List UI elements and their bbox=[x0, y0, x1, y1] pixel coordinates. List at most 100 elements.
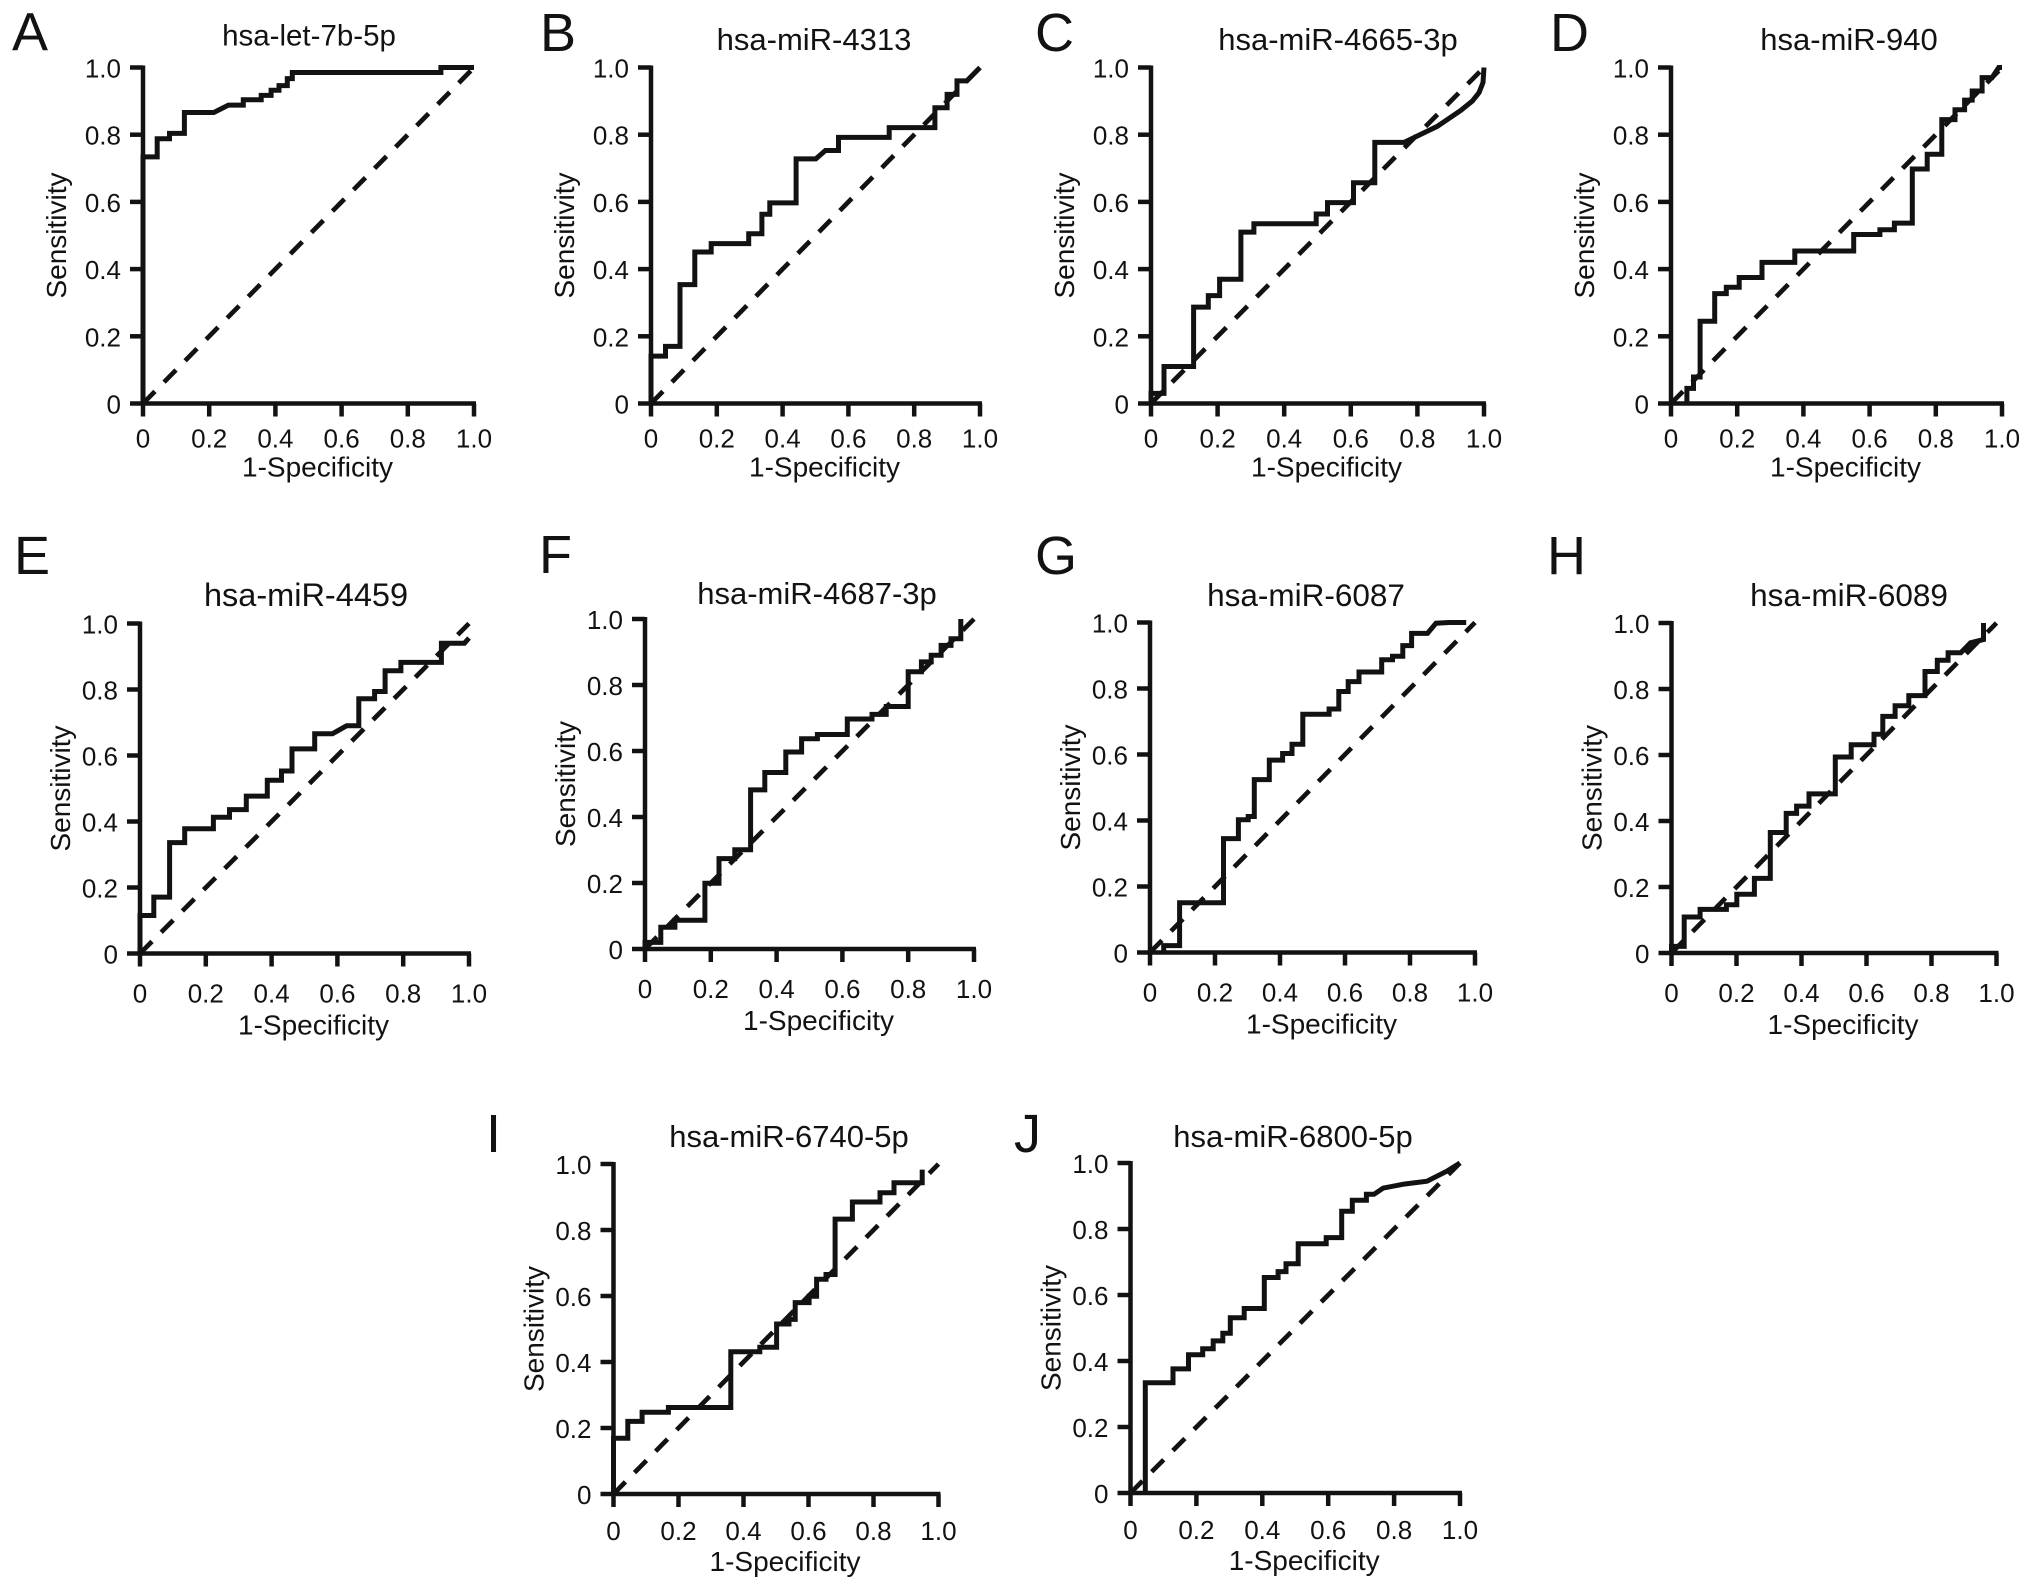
svg-text:0.8: 0.8 bbox=[82, 676, 118, 706]
svg-text:0.6: 0.6 bbox=[1613, 188, 1649, 218]
svg-text:Sensitivity: Sensitivity bbox=[1055, 724, 1086, 850]
svg-text:1.0: 1.0 bbox=[451, 979, 487, 1009]
svg-text:0.4: 0.4 bbox=[1613, 807, 1649, 837]
svg-text:0.6: 0.6 bbox=[1072, 1281, 1108, 1311]
svg-text:0.2: 0.2 bbox=[1178, 1515, 1214, 1545]
svg-text:1.0: 1.0 bbox=[1457, 978, 1493, 1008]
svg-text:0.6: 0.6 bbox=[1310, 1515, 1346, 1545]
svg-text:1.0: 1.0 bbox=[1984, 424, 2020, 454]
svg-text:0.2: 0.2 bbox=[1718, 978, 1754, 1008]
svg-text:Sensitivity: Sensitivity bbox=[1036, 1265, 1067, 1391]
svg-text:0.6: 0.6 bbox=[1613, 741, 1649, 771]
svg-text:Sensitivity: Sensitivity bbox=[519, 1266, 550, 1392]
svg-text:0.4: 0.4 bbox=[1266, 424, 1302, 454]
svg-text:hsa-let-7b-5p: hsa-let-7b-5p bbox=[222, 20, 396, 53]
svg-text:1.0: 1.0 bbox=[956, 974, 992, 1004]
svg-text:0.4: 0.4 bbox=[1093, 255, 1129, 285]
svg-text:1-Specificity: 1-Specificity bbox=[749, 452, 900, 483]
svg-text:0.2: 0.2 bbox=[1072, 1413, 1108, 1443]
svg-text:Sensitivity: Sensitivity bbox=[45, 725, 76, 851]
svg-text:0.8: 0.8 bbox=[1092, 675, 1128, 705]
svg-text:0.8: 0.8 bbox=[587, 671, 623, 701]
svg-text:1-Specificity: 1-Specificity bbox=[1229, 1545, 1380, 1576]
svg-text:0.4: 0.4 bbox=[1783, 978, 1819, 1008]
svg-text:hsa-miR-6087: hsa-miR-6087 bbox=[1207, 577, 1405, 613]
svg-text:1.0: 1.0 bbox=[1466, 424, 1502, 454]
svg-text:1.0: 1.0 bbox=[593, 54, 629, 84]
svg-text:0.4: 0.4 bbox=[1785, 424, 1821, 454]
svg-text:0.4: 0.4 bbox=[587, 803, 623, 833]
svg-text:1-Specificity: 1-Specificity bbox=[743, 1005, 894, 1036]
svg-text:hsa-miR-940: hsa-miR-940 bbox=[1760, 22, 1937, 57]
svg-text:0.4: 0.4 bbox=[1092, 807, 1128, 837]
svg-text:1-Specificity: 1-Specificity bbox=[710, 1546, 861, 1577]
svg-text:0.8: 0.8 bbox=[1913, 978, 1949, 1008]
svg-text:0: 0 bbox=[1123, 1515, 1137, 1545]
svg-text:D: D bbox=[1550, 3, 1589, 63]
svg-text:hsa-miR-4687-3p: hsa-miR-4687-3p bbox=[697, 576, 937, 611]
svg-text:0.4: 0.4 bbox=[85, 255, 121, 285]
svg-text:0.2: 0.2 bbox=[188, 979, 224, 1009]
svg-text:1.0: 1.0 bbox=[1092, 609, 1128, 639]
svg-text:Sensitivity: Sensitivity bbox=[1569, 172, 1600, 298]
svg-text:0.2: 0.2 bbox=[1200, 424, 1236, 454]
svg-text:0.4: 0.4 bbox=[1613, 255, 1649, 285]
svg-text:0.4: 0.4 bbox=[257, 424, 293, 454]
svg-text:1-Specificity: 1-Specificity bbox=[238, 1010, 389, 1041]
svg-text:0.2: 0.2 bbox=[1613, 322, 1649, 352]
svg-text:0.6: 0.6 bbox=[593, 188, 629, 218]
svg-text:0.2: 0.2 bbox=[191, 424, 227, 454]
svg-text:0: 0 bbox=[133, 979, 147, 1009]
svg-text:B: B bbox=[540, 3, 576, 63]
svg-text:0.8: 0.8 bbox=[896, 424, 932, 454]
svg-text:0.6: 0.6 bbox=[319, 979, 355, 1009]
svg-text:0.6: 0.6 bbox=[830, 424, 866, 454]
svg-text:Sensitivity: Sensitivity bbox=[1049, 172, 1080, 298]
svg-text:hsa-miR-6740-5p: hsa-miR-6740-5p bbox=[669, 1119, 909, 1154]
svg-text:Sensitivity: Sensitivity bbox=[41, 172, 72, 298]
svg-text:C: C bbox=[1035, 3, 1074, 63]
svg-text:0.8: 0.8 bbox=[385, 979, 421, 1009]
svg-text:0: 0 bbox=[1635, 390, 1649, 420]
svg-text:1.0: 1.0 bbox=[962, 424, 998, 454]
svg-text:0: 0 bbox=[615, 390, 629, 420]
svg-text:0.2: 0.2 bbox=[660, 1516, 696, 1546]
svg-text:0: 0 bbox=[577, 1480, 591, 1510]
svg-text:0.6: 0.6 bbox=[85, 188, 121, 218]
svg-text:0: 0 bbox=[1115, 390, 1129, 420]
svg-text:0: 0 bbox=[1094, 1479, 1108, 1509]
svg-text:0.2: 0.2 bbox=[1197, 978, 1233, 1008]
svg-text:Sensitivity: Sensitivity bbox=[1577, 725, 1608, 851]
svg-text:0.6: 0.6 bbox=[824, 974, 860, 1004]
svg-text:hsa-miR-4313: hsa-miR-4313 bbox=[717, 22, 912, 57]
svg-text:0.8: 0.8 bbox=[555, 1216, 591, 1246]
svg-text:1.0: 1.0 bbox=[1442, 1515, 1478, 1545]
svg-text:0: 0 bbox=[638, 974, 652, 1004]
svg-text:1.0: 1.0 bbox=[456, 424, 492, 454]
svg-text:hsa-miR-4665-3p: hsa-miR-4665-3p bbox=[1218, 22, 1458, 57]
svg-text:0.8: 0.8 bbox=[1399, 424, 1435, 454]
svg-text:0.4: 0.4 bbox=[593, 255, 629, 285]
svg-text:1-Specificity: 1-Specificity bbox=[1770, 452, 1921, 483]
svg-text:0.6: 0.6 bbox=[324, 424, 360, 454]
svg-text:0.4: 0.4 bbox=[759, 974, 795, 1004]
svg-text:1.0: 1.0 bbox=[1613, 54, 1649, 84]
svg-text:0.6: 0.6 bbox=[555, 1282, 591, 1312]
svg-text:0.4: 0.4 bbox=[1262, 978, 1298, 1008]
svg-text:0.8: 0.8 bbox=[593, 121, 629, 151]
svg-text:0.6: 0.6 bbox=[1327, 978, 1363, 1008]
svg-text:0.8: 0.8 bbox=[85, 121, 121, 151]
svg-text:G: G bbox=[1035, 526, 1077, 586]
svg-text:1.0: 1.0 bbox=[85, 54, 121, 84]
svg-text:0.6: 0.6 bbox=[1852, 424, 1888, 454]
svg-text:0: 0 bbox=[1664, 424, 1678, 454]
svg-text:1.0: 1.0 bbox=[555, 1150, 591, 1180]
svg-text:0.2: 0.2 bbox=[555, 1414, 591, 1444]
svg-text:0.8: 0.8 bbox=[890, 974, 926, 1004]
svg-text:F: F bbox=[539, 525, 572, 585]
svg-text:A: A bbox=[12, 3, 48, 63]
svg-text:hsa-miR-6089: hsa-miR-6089 bbox=[1750, 577, 1948, 613]
svg-text:1-Specificity: 1-Specificity bbox=[1768, 1009, 1919, 1040]
svg-text:0.2: 0.2 bbox=[593, 322, 629, 352]
svg-text:0.8: 0.8 bbox=[1093, 121, 1129, 151]
